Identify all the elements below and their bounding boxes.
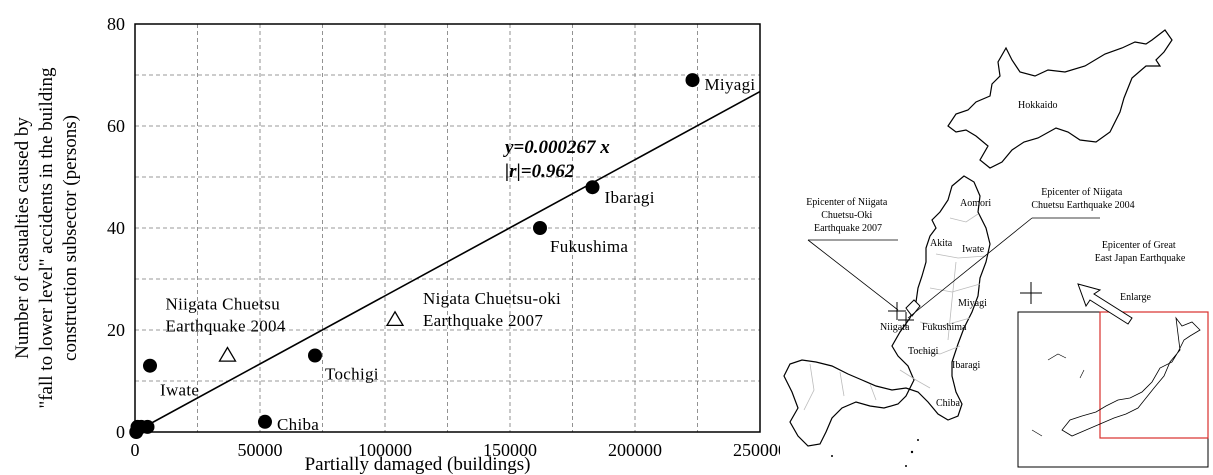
callout-chuetsu-2004: Epicenter of Niigata Chuetsu Earthquake … (1031, 187, 1134, 211)
callout-chuetsu-oki-2007: Epicenter of Niigata Chuetsu-Oki Earthqu… (806, 197, 890, 234)
regression-r-value: |r|=0.962 (505, 161, 575, 182)
point-label: Ibaragi (605, 188, 655, 207)
enlarge-arrow (1077, 283, 1133, 325)
y-axis-title-line: "fall to lower level" accidents in the b… (36, 67, 57, 409)
point-label: Iwate (160, 381, 199, 400)
y-axis-title-line: construction subsector (persons) (60, 115, 81, 361)
plot-frame (134, 23, 761, 433)
scatter-chart: 050000100000150000200000250000020406080 … (12, 14, 780, 475)
label-niigata: Niigata (880, 322, 910, 333)
x-tick-label: 50000 (238, 440, 283, 460)
inset-box (1017, 311, 1209, 468)
x-tick-label: 0 (131, 440, 140, 460)
point-label: Chiba (277, 415, 319, 434)
point-labels: Miyagi Ibaragi Fukushima Tochigi Chiba Iwate N… (160, 75, 755, 434)
label-chiba: Chiba (936, 398, 960, 409)
honshu-outline (783, 175, 991, 447)
x-axis-title: Partially damaged (buildings) (305, 454, 531, 475)
point-filled (533, 221, 547, 235)
y-axis-title-line: Number of casualties caused by (12, 117, 33, 359)
point-label: Fukushima (550, 237, 628, 256)
y-tick-label: 20 (107, 320, 125, 340)
label-miyagi: Miyagi (958, 298, 987, 309)
point-label: Miyagi (705, 75, 756, 94)
y-tick-label: 80 (107, 14, 125, 34)
label-enlarge: Enlarge (1120, 292, 1151, 303)
point-triangle (218, 346, 237, 362)
data-points (129, 73, 700, 439)
x-tick-label: 100000 (358, 440, 412, 460)
hokkaido-outline (947, 29, 1173, 169)
label-akita: Akita (930, 238, 953, 249)
y-axis-title: Number of casualties caused by "fall to l… (12, 67, 81, 409)
point-filled (143, 358, 157, 373)
point-filled (585, 180, 600, 195)
point-label: Nigata Chuetsu-oki Earthquake 2007 (423, 289, 561, 330)
y-tick-label: 0 (116, 422, 125, 442)
point-filled (685, 73, 700, 88)
label-iwate: Iwate (962, 244, 985, 255)
callout-great-east-japan: Epicenter of Great East Japan Earthquake (1095, 240, 1186, 264)
callout-lines (807, 217, 1100, 319)
regression-line (134, 90, 761, 433)
point-filled (308, 348, 322, 363)
japan-map: Hokkaido Aomori Akita Iwate Miyagi Niiga… (783, 29, 1209, 468)
sado-island (905, 299, 921, 317)
inset-japan-outline (1061, 316, 1201, 437)
y-tick-label: 60 (107, 116, 125, 136)
y-tick-label: 40 (107, 218, 125, 238)
epicenter-markers (888, 282, 1042, 328)
prefecture-boundaries (803, 213, 987, 411)
inset-highlight-box (1099, 311, 1209, 439)
x-tick-label: 150000 (483, 440, 537, 460)
point-filled (258, 414, 272, 429)
grid-lines (135, 24, 760, 432)
label-aomori: Aomori (960, 198, 991, 209)
point-filled (129, 425, 144, 439)
small-islands (831, 439, 919, 467)
label-fukushima: Fukushima (922, 322, 967, 333)
inset-islands (1031, 353, 1085, 437)
label-ibaragi: Ibaragi (952, 360, 981, 371)
point-triangle (385, 310, 405, 327)
label-tochigi: Tochigi (908, 346, 939, 357)
point-label: Niigata Chuetsu Earthquake 2004 (166, 295, 286, 336)
point-label: Tochigi (325, 365, 379, 384)
x-tick-label: 200000 (608, 440, 662, 460)
label-hokkaido: Hokkaido (1018, 100, 1057, 111)
regression-equation: y=0.000267 x (503, 137, 610, 158)
